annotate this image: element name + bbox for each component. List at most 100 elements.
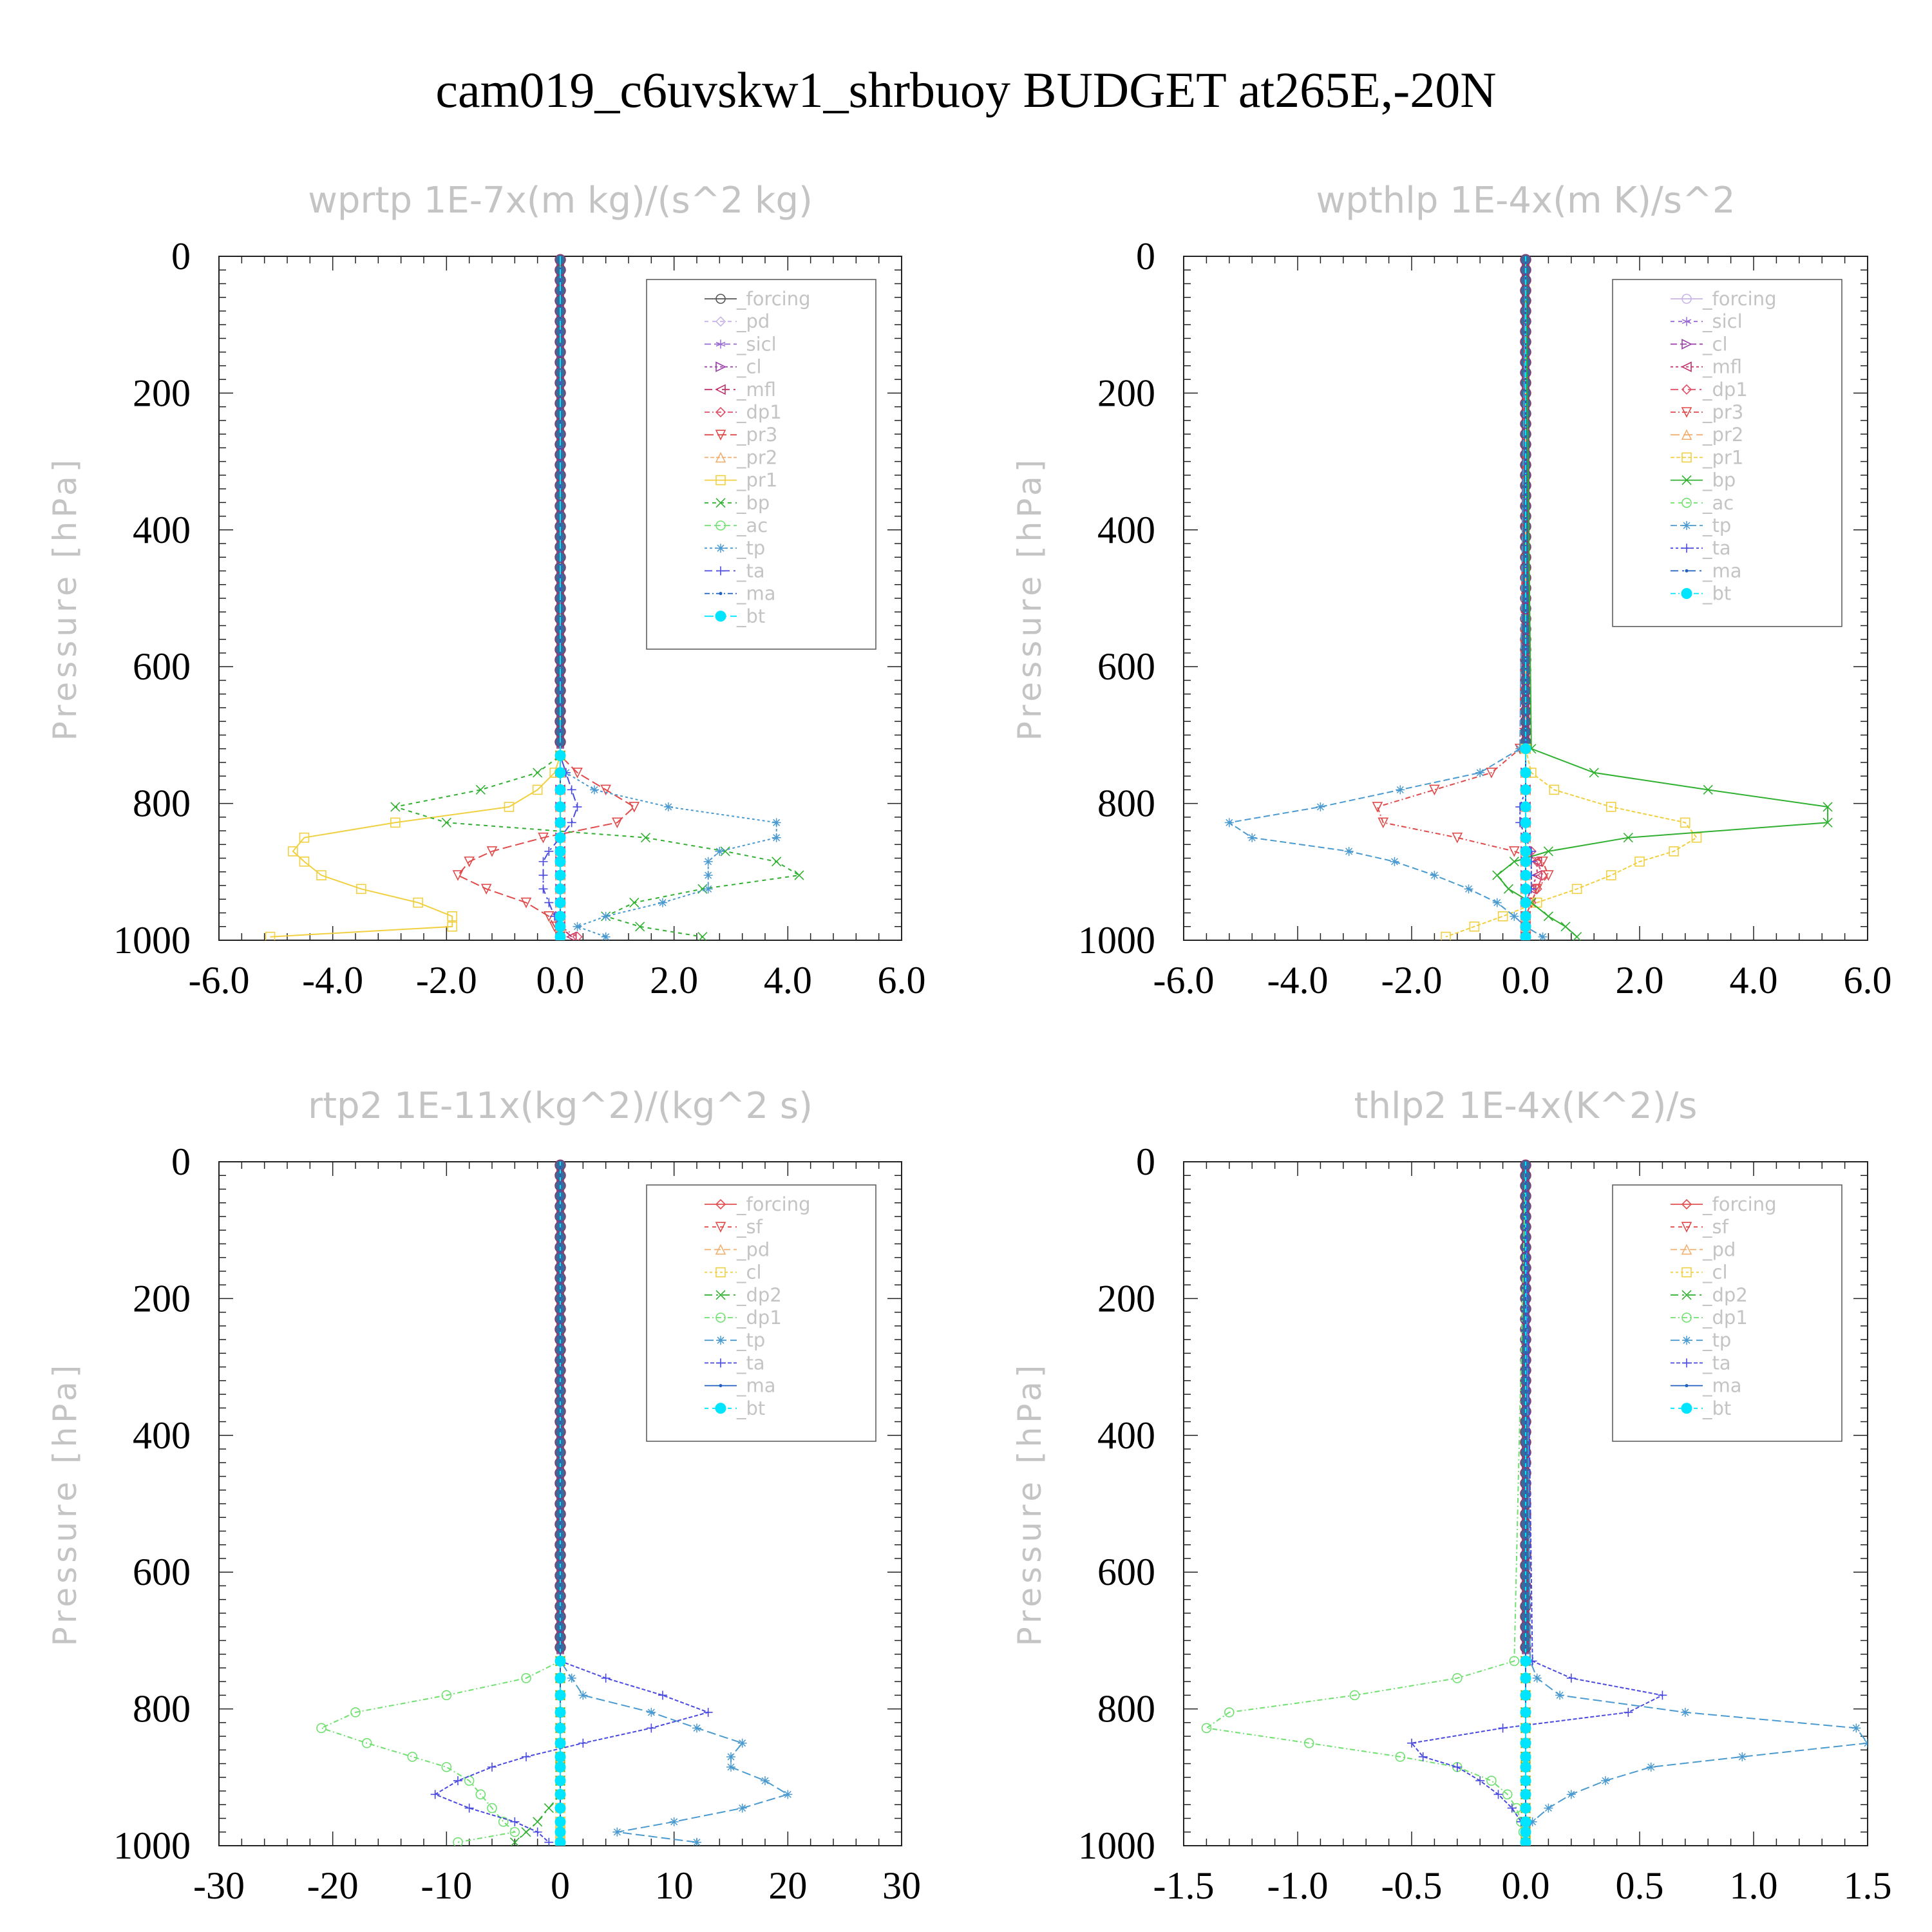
data-point — [1520, 911, 1531, 922]
data-point — [538, 884, 548, 894]
data-point — [486, 846, 498, 857]
legend-item: _dp1 — [1671, 379, 1748, 401]
data-point — [1503, 884, 1514, 894]
data-point — [601, 932, 611, 940]
y-tick-label: 400 — [133, 1414, 191, 1457]
data-point — [1634, 857, 1645, 867]
data-point — [1520, 767, 1531, 779]
y-tick-label: 0 — [171, 235, 191, 278]
data-point — [538, 871, 548, 880]
legend-item: _forcing — [705, 1193, 811, 1215]
data-point — [441, 1762, 452, 1772]
data-point — [554, 1761, 566, 1773]
data-point — [565, 931, 577, 940]
data-point — [1680, 1707, 1690, 1717]
legend-marker — [1681, 339, 1692, 350]
data-point — [772, 857, 782, 867]
data-point — [1224, 818, 1234, 828]
legend-marker — [1681, 361, 1692, 372]
legend-label: _forcing — [736, 288, 811, 310]
data-point — [1555, 1690, 1565, 1700]
legend-marker — [719, 1384, 723, 1388]
y-tick-label: 0 — [171, 1141, 191, 1183]
legend-item: _pr2 — [1671, 424, 1743, 446]
data-point — [726, 1762, 735, 1772]
legend-box — [646, 1184, 876, 1442]
y-tick-label: 200 — [133, 1277, 191, 1320]
y-tick-label: 600 — [133, 1551, 191, 1593]
data-point — [554, 1788, 566, 1800]
data-point — [1520, 921, 1531, 933]
legend-label: _ta — [736, 1352, 765, 1374]
legend-marker — [1681, 1312, 1692, 1323]
data-point — [1600, 1776, 1610, 1786]
x-tick-label: -1.5 — [1153, 1864, 1215, 1907]
legend-label: _ma — [736, 583, 776, 605]
data-point — [737, 1738, 747, 1748]
x-tick-label: -20 — [307, 1864, 359, 1907]
data-point — [726, 1752, 735, 1761]
data-point — [554, 1707, 566, 1718]
data-point — [361, 1738, 372, 1748]
legend-marker — [715, 339, 726, 349]
legend-label: _tp — [1702, 1329, 1731, 1351]
data-point — [1378, 817, 1389, 829]
x-tick-label: 6.0 — [1844, 959, 1892, 1001]
data-point — [554, 750, 566, 761]
legend-item: _cl — [705, 1262, 762, 1283]
data-point — [1543, 846, 1553, 857]
data-point — [520, 897, 532, 909]
legend-marker — [715, 316, 726, 327]
x-tick-label: 4.0 — [764, 959, 812, 1001]
chart-panel-3: rtp2 1E-11x(kg^2)/(kg^2 s) Pressure [hPa]… — [46, 1085, 921, 1907]
legend-marker — [1681, 497, 1692, 508]
legend-label: _dp2 — [736, 1284, 782, 1306]
data-point — [1390, 857, 1399, 866]
legend-label: _ma — [1702, 1375, 1742, 1397]
legend-item: _bp — [705, 492, 770, 514]
data-point — [1520, 1689, 1531, 1701]
data-point — [1493, 1790, 1503, 1799]
legend-marker — [1681, 384, 1692, 395]
data-point — [635, 922, 645, 932]
data-point — [316, 870, 327, 880]
data-point — [1515, 744, 1525, 753]
data-point — [1669, 846, 1679, 857]
data-point — [464, 1803, 474, 1813]
legend-marker — [715, 1403, 726, 1414]
data-point — [538, 832, 549, 844]
series-tp — [1224, 256, 1548, 940]
data-point — [1510, 911, 1519, 921]
data-point — [669, 1817, 679, 1826]
data-point — [1823, 817, 1833, 828]
data-point — [1572, 932, 1582, 940]
legend-box — [646, 279, 876, 650]
legend-marker — [1681, 429, 1692, 440]
data-point — [475, 1789, 486, 1800]
y-tick-label: 600 — [1097, 1551, 1155, 1593]
data-point — [1469, 921, 1480, 932]
data-point — [1452, 1673, 1463, 1683]
data-point — [554, 1655, 566, 1667]
legend-item: _pr1 — [1671, 446, 1743, 468]
data-point — [578, 1738, 588, 1748]
data-point — [1520, 801, 1531, 813]
data-point — [658, 1690, 667, 1700]
data-point — [522, 1752, 531, 1761]
legend-item: _sf — [705, 1216, 763, 1238]
legend-label: _bp — [736, 492, 770, 514]
data-point — [1605, 802, 1616, 812]
series-ta — [430, 1162, 713, 1846]
data-point — [504, 802, 515, 812]
data-point — [1441, 931, 1451, 940]
legend-marker — [715, 1244, 726, 1255]
data-point — [1475, 1776, 1485, 1786]
data-point — [1658, 1690, 1667, 1700]
data-point — [350, 1707, 361, 1718]
data-point — [544, 1803, 554, 1814]
panel-title: wprtp 1E-7x(m kg)/(s^2 kg) — [308, 180, 813, 222]
legend-label: _pd — [1702, 1238, 1736, 1260]
data-point — [663, 802, 673, 811]
legend-item: _sicl — [705, 333, 777, 355]
data-point — [510, 1817, 520, 1826]
